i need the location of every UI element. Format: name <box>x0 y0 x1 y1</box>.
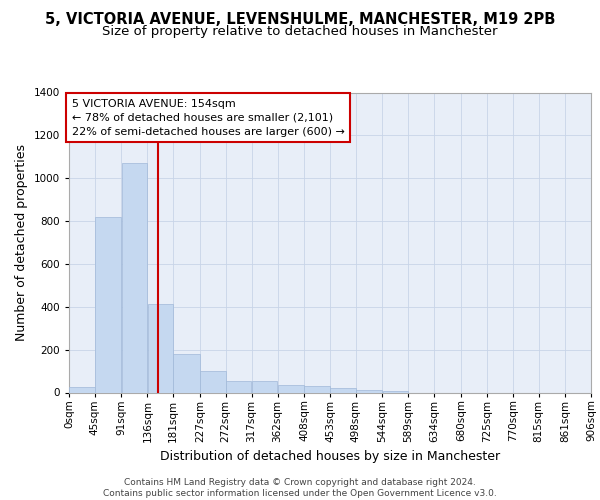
Bar <box>226 380 251 392</box>
Bar <box>356 390 382 392</box>
Bar <box>122 163 147 392</box>
Bar <box>252 380 277 392</box>
Bar <box>200 371 226 392</box>
Text: Contains HM Land Registry data © Crown copyright and database right 2024.
Contai: Contains HM Land Registry data © Crown c… <box>103 478 497 498</box>
Bar <box>278 385 304 392</box>
Y-axis label: Number of detached properties: Number of detached properties <box>15 144 28 341</box>
Bar <box>69 387 95 392</box>
Bar <box>95 217 121 392</box>
Bar <box>304 386 330 392</box>
X-axis label: Distribution of detached houses by size in Manchester: Distribution of detached houses by size … <box>160 450 500 463</box>
Text: 5 VICTORIA AVENUE: 154sqm
← 78% of detached houses are smaller (2,101)
22% of se: 5 VICTORIA AVENUE: 154sqm ← 78% of detac… <box>72 99 345 137</box>
Text: 5, VICTORIA AVENUE, LEVENSHULME, MANCHESTER, M19 2PB: 5, VICTORIA AVENUE, LEVENSHULME, MANCHES… <box>45 12 555 28</box>
Text: Size of property relative to detached houses in Manchester: Size of property relative to detached ho… <box>102 25 498 38</box>
Bar <box>173 354 200 393</box>
Bar <box>330 388 356 392</box>
Bar <box>148 304 173 392</box>
